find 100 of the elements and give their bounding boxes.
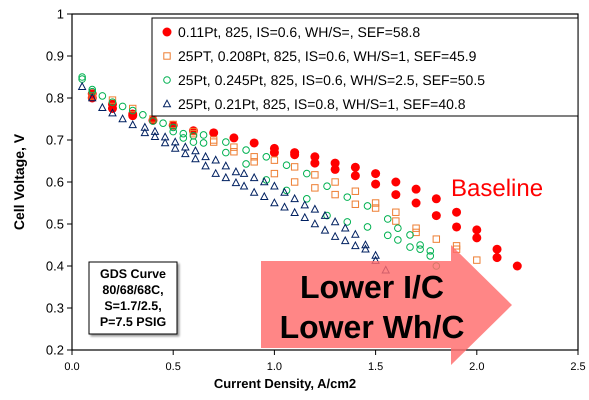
point xyxy=(118,102,126,110)
point xyxy=(352,188,360,195)
point xyxy=(300,213,309,221)
point xyxy=(432,194,441,204)
x-axis-title: Current Density, A/cm2 xyxy=(214,376,356,391)
point xyxy=(270,182,278,190)
point xyxy=(78,75,86,83)
y-tick-label: 1 xyxy=(56,6,64,22)
point xyxy=(118,114,127,122)
point xyxy=(343,193,352,201)
point xyxy=(351,230,360,238)
point xyxy=(139,111,147,119)
y-tick-label: 0.2 xyxy=(46,342,64,358)
point xyxy=(180,134,188,142)
point xyxy=(150,127,159,135)
point xyxy=(352,200,360,208)
point xyxy=(262,176,270,184)
point xyxy=(302,195,311,203)
point xyxy=(492,253,502,262)
annotation: Lower I/C Lower Wh/C xyxy=(280,269,464,345)
point xyxy=(426,252,434,260)
point xyxy=(310,220,319,228)
point xyxy=(242,160,250,168)
point xyxy=(169,124,177,132)
point xyxy=(222,148,230,156)
point xyxy=(88,86,96,94)
point xyxy=(230,148,238,156)
point xyxy=(210,136,218,144)
point xyxy=(432,235,440,243)
point xyxy=(140,123,149,131)
point xyxy=(290,208,299,216)
point xyxy=(250,153,258,160)
point xyxy=(472,233,482,242)
point xyxy=(202,162,210,170)
point xyxy=(260,178,268,186)
point xyxy=(250,188,258,196)
point xyxy=(394,224,402,232)
point xyxy=(262,153,270,161)
y-tick-label: 0.7 xyxy=(46,132,64,148)
point xyxy=(311,184,319,192)
point xyxy=(341,236,350,244)
point xyxy=(394,236,402,244)
point xyxy=(391,178,400,186)
point xyxy=(78,73,86,81)
point xyxy=(98,103,106,111)
point xyxy=(364,223,372,231)
point xyxy=(222,138,230,146)
point xyxy=(426,247,434,255)
y-tick-label: 0.8 xyxy=(46,90,64,106)
point xyxy=(372,199,380,207)
point xyxy=(492,244,502,254)
point xyxy=(181,142,190,150)
point xyxy=(282,186,290,194)
legend-label: 25Pt, 0.245Pt, 825, IS=0.6, WH/S=2.5, SEF=50.5 xyxy=(178,72,486,88)
point xyxy=(350,162,360,172)
point xyxy=(250,158,258,166)
point xyxy=(412,198,421,208)
point xyxy=(260,192,268,200)
point xyxy=(229,133,238,142)
point xyxy=(282,161,290,169)
point xyxy=(452,222,462,232)
x-tick-label: 0.0 xyxy=(64,361,80,373)
point xyxy=(78,82,86,90)
point xyxy=(180,130,188,138)
point xyxy=(140,128,149,136)
point xyxy=(161,138,170,146)
x-tick-label: 0.5 xyxy=(166,361,181,373)
point xyxy=(392,208,400,216)
point xyxy=(210,138,218,146)
point xyxy=(311,171,319,179)
point xyxy=(371,180,380,189)
point xyxy=(150,132,159,140)
point xyxy=(321,226,329,234)
point xyxy=(161,132,170,140)
point xyxy=(512,262,522,270)
point xyxy=(350,171,360,180)
y-tick-label: 0.6 xyxy=(46,174,64,190)
point xyxy=(202,152,210,160)
point xyxy=(190,138,198,146)
legend-label: 25Pt, 0.21Pt, 825, IS=0.8, WH/S=1, SEF=40.8 xyxy=(178,96,466,112)
point xyxy=(209,128,218,138)
point xyxy=(128,120,137,128)
point xyxy=(416,241,424,249)
point xyxy=(240,169,248,177)
y-axis-title: Cell Voltage, V xyxy=(11,133,27,230)
point xyxy=(452,242,460,250)
point xyxy=(391,190,400,200)
point xyxy=(200,139,208,147)
x-tick-label: 2.5 xyxy=(570,361,586,373)
point xyxy=(270,170,278,178)
point xyxy=(341,224,350,232)
point xyxy=(200,131,208,139)
point xyxy=(331,190,339,198)
point xyxy=(108,108,116,116)
point xyxy=(171,144,180,152)
point xyxy=(98,92,106,100)
point xyxy=(331,232,340,240)
point xyxy=(343,218,352,226)
point xyxy=(364,202,372,210)
point xyxy=(323,212,331,220)
